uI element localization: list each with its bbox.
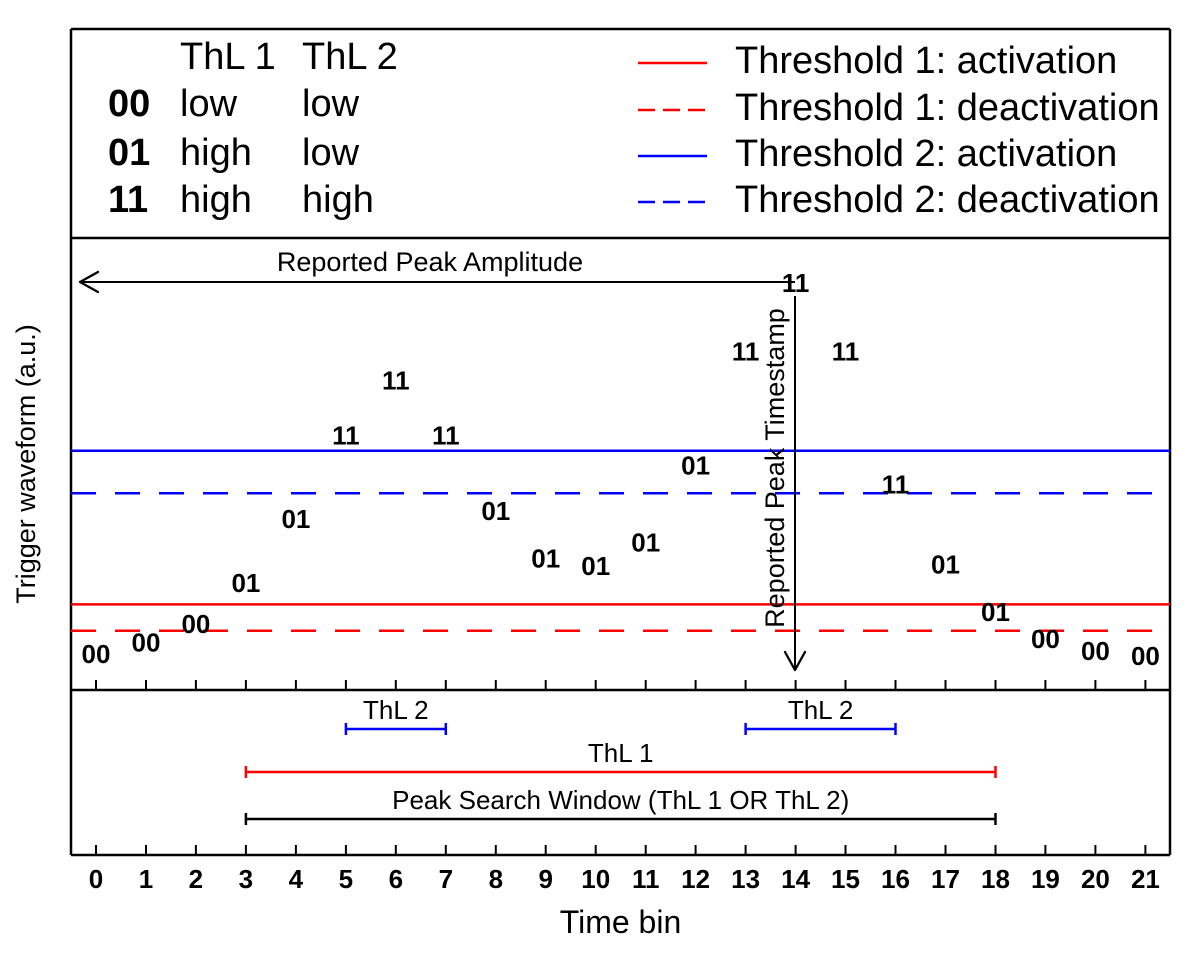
svg-text:17: 17 (931, 864, 960, 894)
svg-text:low: low (302, 132, 360, 174)
svg-text:Peak Search Window (ThL 1 OR T: Peak Search Window (ThL 1 OR ThL 2) (392, 785, 849, 815)
svg-text:3: 3 (239, 864, 253, 894)
svg-text:01: 01 (231, 568, 260, 598)
svg-text:high: high (180, 132, 252, 174)
svg-text:high: high (302, 179, 374, 221)
svg-text:11: 11 (632, 864, 660, 894)
svg-text:00: 00 (82, 639, 111, 669)
svg-text:Threshold 2: activation: Threshold 2: activation (735, 133, 1117, 175)
svg-text:Reported Peak Amplitude: Reported Peak Amplitude (277, 247, 583, 277)
svg-text:1: 1 (139, 864, 153, 894)
svg-text:01: 01 (481, 496, 510, 526)
svg-text:00: 00 (181, 609, 210, 639)
svg-text:ThL 2: ThL 2 (302, 36, 398, 78)
svg-text:19: 19 (1031, 864, 1060, 894)
svg-text:11: 11 (432, 420, 460, 450)
svg-text:ThL 1: ThL 1 (588, 738, 654, 768)
svg-text:11: 11 (782, 268, 810, 298)
svg-text:7: 7 (439, 864, 453, 894)
svg-text:low: low (180, 83, 238, 125)
svg-text:20: 20 (1081, 864, 1110, 894)
svg-text:9: 9 (538, 864, 552, 894)
svg-text:11: 11 (832, 337, 860, 367)
svg-text:Threshold 1: deactivation: Threshold 1: deactivation (735, 87, 1160, 129)
svg-text:11: 11 (882, 469, 910, 499)
svg-text:0: 0 (89, 864, 103, 894)
svg-text:Threshold 1: activation: Threshold 1: activation (735, 40, 1117, 82)
svg-text:16: 16 (881, 864, 910, 894)
svg-text:ThL 1: ThL 1 (180, 36, 276, 78)
svg-text:18: 18 (981, 864, 1010, 894)
svg-text:11: 11 (732, 337, 760, 367)
svg-text:01: 01 (581, 551, 610, 581)
svg-text:ThL 2: ThL 2 (363, 695, 429, 725)
svg-text:00: 00 (108, 83, 150, 125)
svg-text:6: 6 (389, 864, 403, 894)
svg-text:01: 01 (681, 450, 710, 480)
svg-text:01: 01 (981, 597, 1010, 627)
svg-text:00: 00 (1131, 641, 1160, 671)
svg-text:low: low (302, 83, 360, 125)
svg-text:15: 15 (831, 864, 860, 894)
svg-text:2: 2 (189, 864, 203, 894)
svg-text:Trigger waveform (a.u.): Trigger waveform (a.u.) (11, 324, 41, 604)
svg-text:11: 11 (108, 179, 148, 221)
svg-text:00: 00 (132, 628, 161, 658)
svg-text:Threshold 2: deactivation: Threshold 2: deactivation (735, 179, 1160, 221)
svg-text:11: 11 (332, 420, 360, 450)
svg-text:high: high (180, 179, 252, 221)
svg-text:01: 01 (931, 549, 960, 579)
svg-text:Time bin: Time bin (560, 904, 682, 940)
svg-text:21: 21 (1131, 864, 1160, 894)
svg-text:10: 10 (581, 864, 610, 894)
svg-text:4: 4 (289, 864, 304, 894)
svg-text:Reported Peak Timestamp: Reported Peak Timestamp (760, 308, 790, 628)
svg-text:11: 11 (382, 365, 410, 395)
svg-text:01: 01 (108, 132, 150, 174)
svg-text:00: 00 (1031, 624, 1060, 654)
svg-text:13: 13 (731, 864, 760, 894)
svg-text:12: 12 (681, 864, 710, 894)
svg-text:01: 01 (531, 544, 560, 574)
svg-text:01: 01 (631, 527, 660, 557)
svg-text:8: 8 (489, 864, 503, 894)
svg-text:01: 01 (281, 504, 310, 534)
svg-text:14: 14 (781, 864, 810, 894)
svg-text:00: 00 (1081, 636, 1110, 666)
svg-text:ThL 2: ThL 2 (788, 695, 854, 725)
svg-text:5: 5 (339, 864, 353, 894)
